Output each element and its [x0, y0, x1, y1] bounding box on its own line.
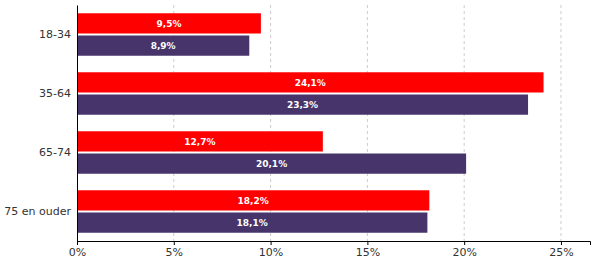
tick-label: 75 en ouder: [4, 205, 71, 218]
data-label: 8,9%: [151, 41, 176, 51]
tick-label: 65-74: [39, 146, 71, 159]
bar: [77, 190, 429, 210]
tick-mark: [561, 241, 562, 245]
data-label: 12,7%: [184, 137, 215, 147]
tick-mark: [271, 241, 272, 245]
grid: [77, 5, 561, 241]
tick-label: 35-64: [39, 87, 71, 100]
tick-label: 0%: [69, 246, 86, 259]
tick-label: 10%: [259, 246, 283, 259]
data-label: 18,1%: [237, 218, 268, 228]
tick: 25%: [549, 241, 573, 259]
tick: 18-34: [39, 28, 77, 41]
data-labels: 9,5% 24,1% 12,7% 18,2% 8,9% 23,3% 20,1% 18,1%: [151, 19, 326, 228]
data-label: 24,1%: [295, 78, 326, 88]
data-label: 20,1%: [256, 159, 287, 169]
tick-mark: [367, 241, 368, 245]
axis-line: [78, 242, 591, 246]
tick: 5%: [166, 241, 183, 259]
bar: [77, 213, 427, 233]
tick-mark: [77, 241, 78, 245]
x-axis: 0% 5% 10% 15% 20% 25%: [69, 241, 591, 259]
bar: [77, 13, 261, 33]
tick-label: 15%: [356, 246, 380, 259]
tick: 10%: [259, 241, 283, 259]
tick: 35-64: [39, 87, 77, 100]
tick-label: 25%: [549, 246, 573, 259]
grid-line: [464, 5, 465, 241]
bars: [77, 13, 544, 232]
bar: [77, 154, 466, 174]
bar: [77, 95, 528, 115]
tick-label: 18-34: [39, 28, 71, 41]
data-label: 9,5%: [156, 19, 181, 29]
grid-line: [560, 5, 561, 241]
tick: 75 en ouder: [4, 205, 77, 218]
tick-label: 5%: [166, 246, 183, 259]
chart: 9,5% 24,1% 12,7% 18,2% 8,9% 23,3% 20,1% 18,1% 0%…: [0, 0, 602, 262]
axis-line: [77, 6, 78, 242]
bar: [77, 131, 323, 151]
bar: [77, 72, 544, 92]
data-label: 23,3%: [287, 100, 318, 110]
tick: 0%: [69, 241, 86, 259]
tick: 20%: [452, 241, 476, 259]
tick-mark: [174, 241, 175, 245]
tick: 15%: [356, 241, 380, 259]
bar: [77, 36, 249, 56]
tick-label: 20%: [452, 246, 476, 259]
plot: 9,5% 24,1% 12,7% 18,2% 8,9% 23,3% 20,1% 18,1% 0%…: [4, 5, 590, 259]
y-axis: 18-34 35-64 65-74 75 en ouder: [4, 6, 77, 242]
tick: 65-74: [39, 146, 77, 159]
data-label: 18,2%: [238, 196, 269, 206]
tick-mark: [464, 241, 465, 245]
